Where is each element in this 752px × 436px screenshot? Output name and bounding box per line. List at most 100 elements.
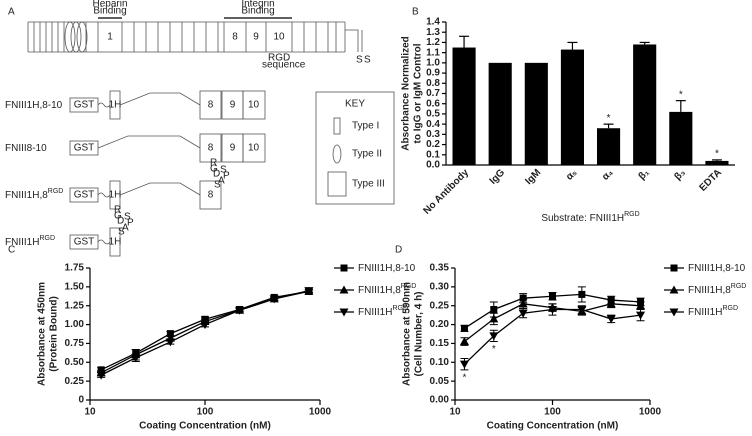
y-tick-label: 0.15 — [430, 338, 450, 349]
integrin-label: Binding — [241, 6, 274, 17]
marker — [519, 294, 527, 302]
ss: S — [364, 55, 371, 66]
legend-label-base: FNIII1H,8 — [688, 285, 731, 296]
type-ii-module — [76, 21, 88, 53]
panel-label: A — [8, 7, 15, 18]
y-tick-label: 1.00 — [65, 319, 85, 330]
type-iii-box — [199, 90, 222, 120]
construct-name-base: FNIII8-10 — [5, 143, 47, 154]
type-iii-box — [199, 133, 222, 163]
x-tick-label: EDTA — [697, 167, 724, 194]
significance: * — [715, 149, 719, 160]
x-tick-label: α₄ — [600, 167, 616, 183]
key-item: Type III — [352, 179, 385, 190]
x-tick-label: 100 — [544, 407, 561, 418]
y-tick-label: 1.75 — [65, 263, 85, 274]
legend-label-sup: RGD — [401, 283, 417, 290]
legend-label-base: FNIII1H — [688, 307, 722, 318]
marker — [549, 292, 556, 300]
module-label: 9 — [230, 143, 236, 154]
loop-residue: P — [223, 171, 230, 182]
linker — [97, 192, 111, 198]
series-line — [100, 289, 310, 376]
marker — [518, 299, 528, 308]
y-tick-label: 0.9 — [426, 68, 440, 79]
panel-label: C — [8, 245, 15, 256]
legend-label-base: FNIII1H — [358, 307, 392, 318]
construct-name: FNIII1H,8-10 — [5, 100, 63, 111]
y-axis-label: (Protein Bound) — [49, 296, 60, 372]
y-tick-label: 0.25 — [65, 376, 85, 387]
legend-label-base: FNIII1H,8-10 — [358, 263, 416, 274]
key-item: Type I — [352, 121, 379, 132]
marker — [460, 324, 468, 332]
heparin-label: Heparin — [92, 0, 127, 10]
marker — [96, 371, 106, 380]
x-tick-label: IgM — [523, 167, 543, 187]
type-iii-box — [199, 180, 222, 210]
loop-residue: S — [214, 180, 221, 191]
loop-residue: A — [122, 223, 129, 234]
linker — [119, 92, 201, 106]
gst-label: GST — [74, 143, 95, 154]
bar — [705, 160, 729, 165]
x-axis-label: Coating Concentration (nM) — [139, 421, 271, 432]
h-label: 1H — [109, 190, 122, 201]
key-title: KEY — [345, 99, 365, 110]
x-tick-label: 100 — [197, 407, 214, 418]
y-tick-label: 0.50 — [65, 357, 85, 368]
x-axis-label-base: Substrate: FNIII1H — [541, 213, 624, 224]
marker — [577, 305, 587, 314]
loop-residue: R — [210, 158, 217, 169]
marker — [489, 332, 499, 341]
rgd-label: sequence — [262, 60, 306, 71]
marker — [131, 354, 141, 363]
y-axis-label: (Cell Number, 4 h) — [414, 291, 425, 376]
y-tick-label: 0.6 — [426, 98, 440, 109]
legend-label: FNIII1HRGD — [358, 305, 408, 318]
x-tick-label: 1000 — [639, 407, 662, 418]
y-tick-label: 0.05 — [430, 376, 450, 387]
ss: S — [356, 55, 363, 66]
y-tick-label: 0.10 — [430, 357, 450, 368]
y-axis-label: Absorbance Normalized — [401, 36, 412, 150]
module-label: 9 — [230, 100, 236, 111]
legend-label-sup: RGD — [392, 305, 408, 312]
legend-label: FNIII1H,8RGD — [688, 283, 746, 296]
type-ii-module — [64, 21, 76, 53]
module-label: 8 — [208, 100, 214, 111]
y-tick-label: 1.1 — [426, 47, 440, 58]
marker — [548, 305, 557, 314]
y-tick-label: 0.20 — [430, 319, 450, 330]
x-tick-label: 1000 — [309, 407, 332, 418]
marker — [459, 360, 469, 369]
y-tick-label: 0.4 — [426, 119, 440, 130]
loop-residue: S — [118, 227, 125, 238]
gst-label: GST — [74, 237, 95, 248]
y-tick-label: 0.1 — [426, 149, 440, 160]
y-tick-label: 0.8 — [426, 78, 440, 89]
y-tick-label: 0.5 — [426, 109, 440, 120]
legend-label-sup: RGD — [722, 305, 738, 312]
marker — [669, 308, 679, 317]
type-iii-box — [242, 133, 266, 163]
module-label: 8 — [208, 143, 214, 154]
construct-name-base: FNIII1H,8 — [5, 190, 48, 201]
gst-label: GST — [74, 100, 95, 111]
integrin-label: Integrin — [241, 0, 274, 10]
x-tick-label: 10 — [449, 407, 461, 418]
heparin-label: Binding — [93, 6, 126, 17]
significance: * — [679, 89, 683, 100]
y-tick-label: 0.00 — [430, 395, 450, 406]
marker — [518, 309, 528, 318]
gst-label: GST — [74, 190, 95, 201]
h-box — [109, 227, 121, 257]
marker — [636, 311, 646, 320]
y-tick-label: 0.35 — [430, 263, 450, 274]
significance: * — [462, 372, 466, 383]
module-label: 10 — [273, 32, 285, 43]
legend-label-base: FNIII1H,8-10 — [688, 263, 746, 274]
x-tick-label: α₅ — [564, 167, 580, 183]
linker — [119, 182, 201, 196]
